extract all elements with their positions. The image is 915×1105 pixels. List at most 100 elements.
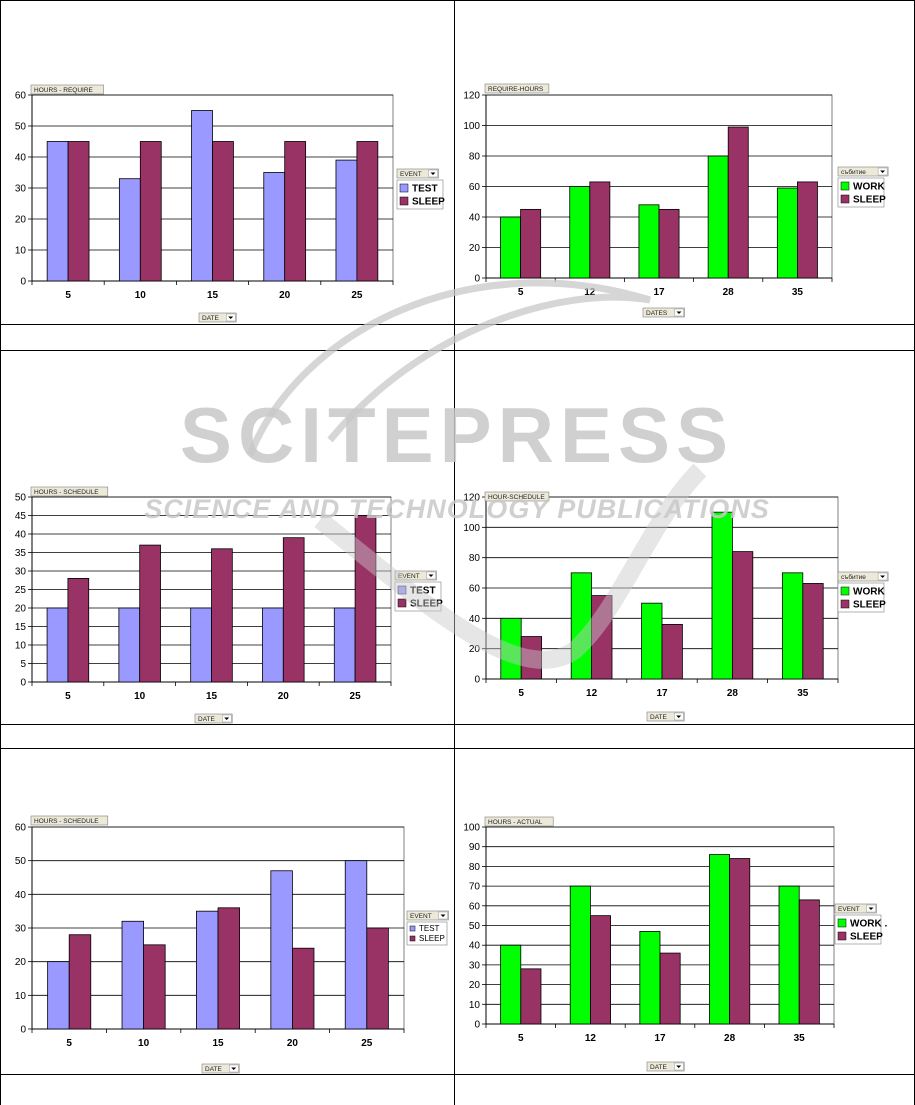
- chevron-down-icon: [428, 574, 434, 577]
- y-tick-label: 10: [469, 1000, 481, 1011]
- bar-sleep: [143, 944, 166, 1030]
- bar-work: [570, 572, 592, 680]
- chevron-down-icon: [880, 170, 886, 173]
- bar-sleep: [591, 595, 613, 680]
- y-tick-label: 80: [469, 862, 481, 873]
- axis-field-button-box: [194, 713, 233, 724]
- legend-label: SLEEP: [410, 599, 443, 610]
- legend-field-button[interactable]: EVENT: [406, 910, 449, 921]
- x-tick-label: 35: [792, 287, 804, 298]
- axis-field-button[interactable]: DATE: [646, 711, 685, 722]
- legend-field-button-box: [394, 570, 437, 581]
- x-tick-label: 15: [207, 290, 219, 301]
- axis-field-button[interactable]: DATE: [201, 1063, 240, 1074]
- chart-hours-schedule-test-sleep: 0 5 10 15 20 25 30 35 40 45 50 5 10 15 20 25 HOURS - SCH…: [15, 486, 443, 724]
- chart-hours-actual-work-sleep: 0 10 20 30 40 50 60 70 80 90 100 5 12 17 28 35 HOURS - A…: [463, 816, 887, 1072]
- legend-swatch-work: [840, 181, 850, 191]
- bar-work: [711, 511, 733, 680]
- bar-test: [333, 607, 356, 683]
- bar-sleep: [67, 577, 90, 683]
- bar-work: [500, 944, 522, 1025]
- legend-field-button-box: [837, 571, 889, 582]
- chevron-down-icon: [676, 311, 682, 314]
- chevron-down-icon: [231, 1067, 237, 1070]
- x-tick-label: 5: [518, 688, 524, 699]
- axis-field-button[interactable]: DATE: [198, 312, 237, 323]
- legend-field-button[interactable]: EVENT: [394, 570, 437, 581]
- axis-field-button[interactable]: DATE: [646, 1061, 685, 1072]
- legend-field-button[interactable]: събитие: [837, 571, 889, 582]
- bar-sleep: [212, 141, 234, 282]
- y-tick-label: 50: [15, 493, 27, 504]
- data-field-tag: HOURS - SCHEDULE: [30, 486, 109, 497]
- chevron-down-icon: [676, 715, 682, 718]
- y-tick-label: 0: [474, 1020, 480, 1031]
- y-tick-label: 80: [469, 553, 481, 564]
- y-tick-label: 100: [463, 121, 480, 132]
- x-tick-label: 15: [212, 1038, 224, 1049]
- y-tick-label: 35: [15, 548, 27, 559]
- legend-field-button[interactable]: събитие: [837, 166, 889, 177]
- y-tick-label: 0: [20, 277, 26, 288]
- x-tick-label: 12: [586, 688, 598, 699]
- y-tick-label: 50: [469, 921, 481, 932]
- bar-work: [569, 885, 591, 1025]
- data-field-tag-label: HOUR-SCHEDULE: [488, 494, 545, 501]
- legend-box: [406, 921, 448, 946]
- x-tick-label: 35: [797, 688, 809, 699]
- y-tick-label: 10: [15, 991, 27, 1002]
- y-tick-label: 50: [15, 856, 27, 867]
- axis-field-button-label: DATE: [650, 714, 668, 721]
- legend-label: SLEEP: [419, 934, 445, 943]
- y-tick-label: 40: [469, 941, 481, 952]
- y-tick-label: 10: [15, 641, 27, 652]
- table-row-line-4: [0, 748, 915, 749]
- chart-hours-require-test-sleep: 0 10 20 30 40 50 60 5 10 15 20 25 HOURS - REQUIRE DAT…: [15, 84, 445, 323]
- legend-field-button[interactable]: EVENT: [396, 168, 439, 179]
- legend-swatch-test: [397, 585, 407, 595]
- bar-work: [707, 155, 729, 279]
- chevron-down-icon: [430, 172, 436, 175]
- bar-test: [262, 607, 284, 683]
- bar-work: [500, 216, 522, 279]
- y-tick-label: 0: [474, 274, 480, 285]
- data-field-tag-label: HOURS - REQUIRE: [34, 87, 94, 94]
- legend-swatch-sleep: [409, 935, 416, 942]
- legend-field-button-label: събитие: [841, 168, 866, 176]
- legend-field-button[interactable]: EVENT: [834, 903, 877, 914]
- legend-swatch-test: [409, 925, 416, 932]
- legend-label: TEST: [410, 586, 436, 597]
- legend-swatch-sleep: [840, 599, 850, 609]
- bar-test: [344, 860, 368, 1030]
- table-row-line-5: [0, 1074, 915, 1075]
- y-tick-label: 60: [469, 901, 481, 912]
- y-tick-label: 40: [469, 213, 481, 224]
- legend-label: TEST: [412, 184, 438, 195]
- y-tick-label: 80: [469, 152, 481, 163]
- x-tick-label: 10: [135, 290, 147, 301]
- data-field-tag: HOURS - ACTUAL: [484, 816, 554, 827]
- axis-field-button[interactable]: DATES: [642, 307, 685, 318]
- bar-work: [638, 204, 660, 279]
- legend-field-button-box: [396, 168, 439, 179]
- legend-field-button-label: събитие: [841, 573, 866, 581]
- bar-work: [569, 186, 591, 279]
- x-tick-label: 25: [350, 691, 362, 702]
- legend-field-button-label: EVENT: [410, 913, 432, 920]
- table-border-top: [0, 0, 915, 1]
- x-tick-label: 28: [724, 1033, 736, 1044]
- axis-field-button-label: DATE: [198, 716, 216, 723]
- x-tick-label: 5: [65, 290, 71, 301]
- y-tick-label: 60: [15, 823, 27, 834]
- data-field-tag-box: [30, 486, 109, 497]
- bar-test: [46, 607, 69, 683]
- legend-field-button-box: [406, 910, 449, 921]
- data-field-tag-label: REQUIRE-HOURS: [488, 86, 544, 93]
- data-field-tag-box: [484, 83, 550, 94]
- axis-field-button[interactable]: DATE: [194, 713, 233, 724]
- data-field-tag-label: HOURS - SCHEDULE: [34, 818, 99, 825]
- bar-work: [778, 885, 800, 1025]
